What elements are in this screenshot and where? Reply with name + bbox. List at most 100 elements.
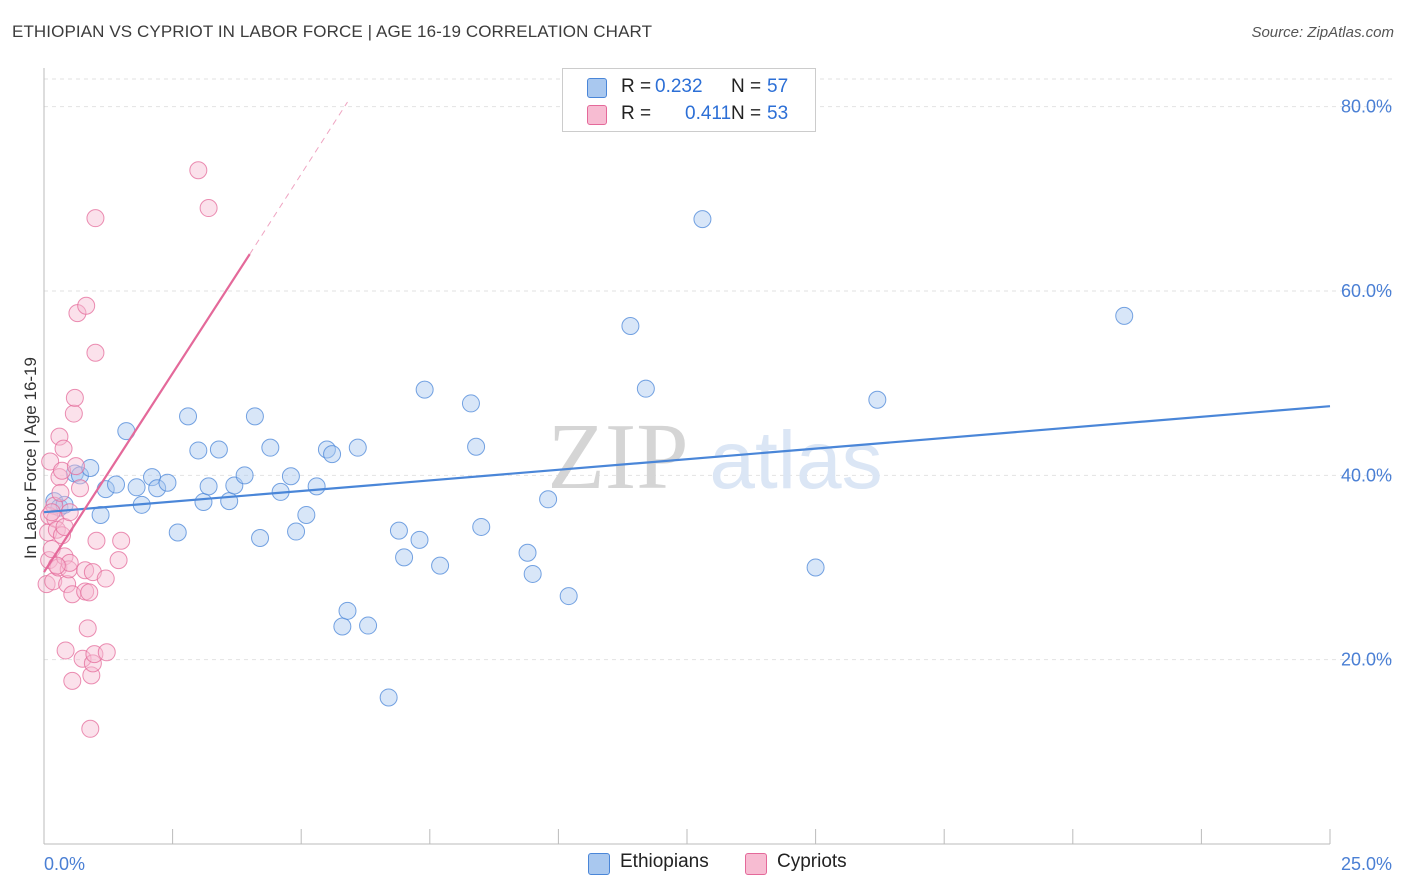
legend-r-label: R =: [621, 103, 652, 124]
ethiopians-point: [539, 490, 558, 509]
ethiopians-point: [621, 317, 640, 336]
ethiopians-point: [359, 616, 378, 635]
chart-source: Source: ZipAtlas.com: [1251, 24, 1394, 41]
ethiopians-point: [220, 492, 239, 511]
ethiopians-point: [1115, 306, 1134, 325]
cypriots-point: [44, 572, 63, 591]
ethiopians-point: [693, 210, 712, 229]
cypriots-point: [64, 404, 83, 423]
ethiopians-trend-line: [43, 405, 1331, 514]
ethiopians-point: [395, 548, 414, 567]
cypriots-point: [65, 388, 84, 407]
cypriots-point: [66, 457, 85, 476]
ethiopians-point: [71, 466, 90, 485]
chart-title: ETHIOPIAN VS CYPRIOT IN LABOR FORCE | AG…: [12, 22, 653, 41]
cypriots-point: [53, 461, 72, 480]
bottom-legend-label-ethiopians: Ethiopians: [620, 851, 709, 872]
cypriots-point: [199, 199, 218, 218]
bottom-legend-swatch-cypriots: [745, 853, 767, 875]
ethiopians-point: [179, 407, 198, 426]
ethiopians-point: [189, 441, 208, 460]
cypriots-point: [50, 427, 69, 446]
bottom-legend-label-cypriots: Cypriots: [777, 851, 847, 872]
cypriots-point: [189, 161, 208, 180]
ethiopians-point: [281, 467, 300, 486]
ethiopians-point: [307, 477, 326, 496]
ethiopians-point: [168, 523, 187, 542]
cypriots-point: [76, 561, 95, 580]
cypriots-point: [73, 649, 92, 668]
ethiopians-point: [868, 390, 887, 409]
cypriots-point: [77, 296, 96, 315]
legend-n-value: 57: [767, 76, 789, 97]
cypriots-point: [96, 569, 115, 588]
ethiopians-point: [379, 688, 398, 707]
ethiopians-point: [199, 477, 218, 496]
x-tick-label-min: 0.0%: [44, 854, 85, 874]
ethiopians-points: [45, 210, 1134, 707]
cypriots-trend-line: [43, 253, 251, 573]
cypriots-point: [71, 479, 90, 498]
cypriots-point: [56, 641, 75, 660]
ethiopians-point: [194, 493, 213, 512]
ethiopians-point: [338, 601, 357, 620]
ethiopians-point: [81, 458, 100, 477]
cypriots-point: [80, 583, 99, 602]
cypriots-point: [86, 209, 105, 228]
y-tick-label: 80.0%: [1341, 97, 1392, 117]
ethiopians-point: [245, 407, 264, 426]
correlation-legend: R = 0.232 N = 57 R = 0.411 N = 53: [562, 68, 816, 132]
cypriots-point: [97, 643, 116, 662]
legend-r-value: 0.411: [685, 103, 732, 124]
cypriots-point: [112, 531, 131, 550]
ethiopians-point: [235, 466, 254, 485]
watermark-zip: ZIP: [548, 405, 689, 509]
ethiopians-point: [472, 517, 491, 536]
ethiopians-point: [389, 521, 408, 540]
y-tick-label: 40.0%: [1341, 465, 1392, 485]
legend-n-value: 53: [767, 103, 789, 124]
cypriots-point: [86, 343, 105, 362]
ethiopians-point: [287, 522, 306, 541]
gridlines: [44, 78, 1392, 661]
ethiopians-point: [251, 529, 270, 547]
cypriots-point: [87, 531, 106, 550]
legend-r-label: R =: [621, 76, 652, 97]
ethiopians-point: [559, 587, 578, 606]
watermark: ZIP atlas: [548, 405, 883, 509]
ethiopians-point: [636, 379, 655, 398]
watermark-atlas: atlas: [709, 415, 882, 506]
ethiopians-point: [158, 473, 177, 492]
ethiopians-point: [431, 556, 450, 575]
ethiopians-point: [261, 438, 280, 457]
cypriots-point: [54, 439, 73, 458]
cypriots-point: [78, 619, 97, 638]
legend-r-value: 0.232: [655, 76, 703, 97]
y-tick-label: 60.0%: [1341, 281, 1392, 301]
ethiopians-point: [410, 530, 429, 549]
y-tick-labels: 20.0% 40.0% 60.0% 80.0%: [1341, 97, 1392, 670]
ethiopians-point: [209, 440, 228, 459]
cypriots-point: [63, 671, 82, 690]
ethiopians-point: [806, 558, 825, 577]
cypriots-points: [37, 161, 218, 738]
legend-n-label: N =: [731, 103, 762, 124]
cypriots-trend-extension: [249, 101, 348, 255]
ethiopians-point: [467, 437, 486, 456]
ethiopians-point: [523, 564, 542, 583]
trend-lines: [43, 101, 1331, 573]
ethiopians-point: [107, 475, 126, 494]
bottom-legend-swatch-ethiopians: [588, 853, 610, 875]
ethiopians-point: [323, 445, 342, 464]
cypriots-point: [109, 551, 128, 570]
cypriots-point: [51, 483, 70, 502]
x-tick-label-max: 25.0%: [1341, 854, 1392, 874]
legend-n-label: N =: [731, 76, 762, 97]
cypriots-point: [81, 719, 100, 738]
ethiopians-point: [348, 438, 367, 457]
cypriots-point: [41, 452, 60, 471]
ethiopians-point: [148, 479, 167, 498]
ethiopians-point: [297, 505, 316, 524]
ethiopians-point: [518, 543, 537, 562]
